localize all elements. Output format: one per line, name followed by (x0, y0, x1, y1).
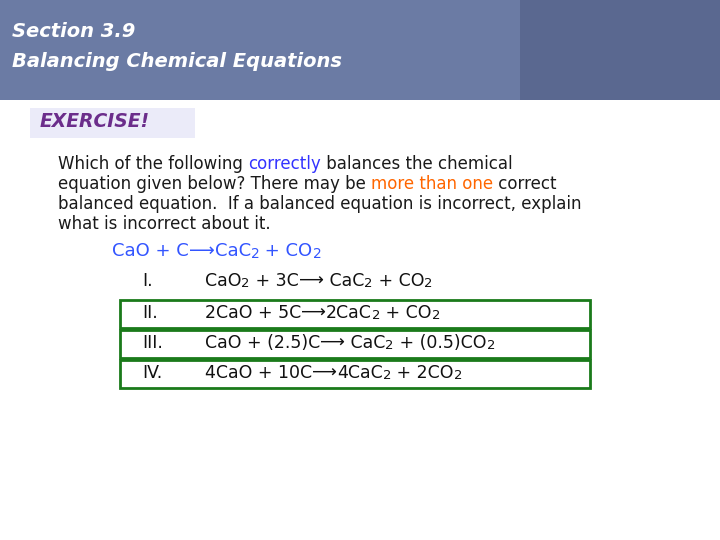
Text: III.: III. (142, 334, 163, 352)
Text: IV.: IV. (142, 364, 162, 382)
Text: 2: 2 (487, 339, 495, 352)
Text: 2: 2 (241, 277, 250, 290)
Text: ⟶: ⟶ (299, 272, 323, 290)
Text: II.: II. (142, 304, 158, 322)
Text: 4CaC: 4CaC (337, 364, 383, 382)
Text: CaC: CaC (345, 334, 385, 352)
Text: + CO: + CO (372, 272, 424, 290)
Bar (520, 0, 720, 100)
Text: 2: 2 (385, 339, 394, 352)
Text: CaO: CaO (205, 272, 241, 290)
Text: ⟶: ⟶ (301, 304, 326, 322)
Text: 2: 2 (364, 277, 372, 290)
Text: balanced equation.  If a balanced equation is incorrect, explain: balanced equation. If a balanced equatio… (58, 195, 582, 213)
Bar (30, 108, 195, 138)
Text: Which of the following: Which of the following (58, 155, 248, 173)
Text: Balancing Chemical Equations: Balancing Chemical Equations (12, 52, 342, 71)
Text: + 2CO: + 2CO (391, 364, 454, 382)
Text: ⟶: ⟶ (320, 334, 345, 352)
Bar (0, 0, 520, 100)
Text: + CO: + CO (380, 304, 432, 322)
Text: 4CaO + 10C: 4CaO + 10C (205, 364, 312, 382)
Text: 2: 2 (251, 247, 259, 261)
Text: 2: 2 (312, 247, 321, 261)
Text: 2: 2 (424, 277, 433, 290)
Text: CaC: CaC (215, 242, 251, 260)
Text: EXERCISE!: EXERCISE! (40, 112, 150, 131)
Text: 2: 2 (372, 309, 380, 322)
Text: ⟶: ⟶ (189, 242, 215, 260)
Bar (120, 330, 590, 358)
Text: 2: 2 (432, 309, 441, 322)
Text: + 3C: + 3C (250, 272, 299, 290)
Text: 2: 2 (383, 369, 391, 382)
Text: CaO + C: CaO + C (112, 242, 189, 260)
Text: Section 3.9: Section 3.9 (12, 22, 135, 41)
Text: CaC: CaC (323, 272, 364, 290)
Text: balances the chemical: balances the chemical (321, 155, 513, 173)
Bar (120, 300, 590, 328)
Text: 2CaC: 2CaC (326, 304, 372, 322)
Bar (120, 360, 590, 388)
Text: equation given below? There may be: equation given below? There may be (58, 175, 371, 193)
Text: 2CaO + 5C: 2CaO + 5C (205, 304, 301, 322)
Text: + CO: + CO (259, 242, 312, 260)
Text: 2: 2 (454, 369, 462, 382)
Text: + (0.5)CO: + (0.5)CO (394, 334, 487, 352)
Text: correct: correct (493, 175, 557, 193)
Text: ⟶: ⟶ (312, 364, 337, 382)
Text: more than one: more than one (371, 175, 493, 193)
Text: CaO + (2.5)C: CaO + (2.5)C (205, 334, 320, 352)
Text: I.: I. (142, 272, 153, 290)
Text: what is incorrect about it.: what is incorrect about it. (58, 215, 271, 233)
Text: correctly: correctly (248, 155, 321, 173)
